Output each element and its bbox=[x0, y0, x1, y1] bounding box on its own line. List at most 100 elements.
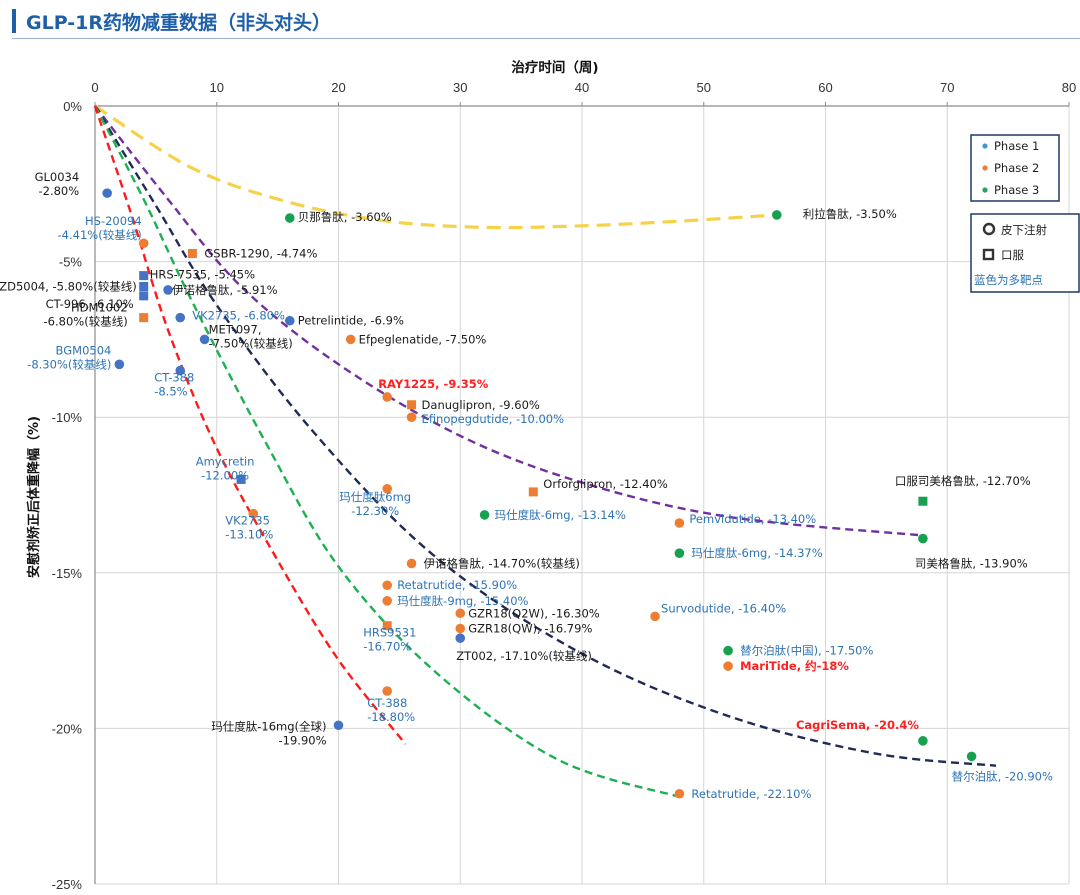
data-label: Efpeglenatide, -7.50% bbox=[359, 332, 487, 346]
x-tick-label: 60 bbox=[818, 80, 832, 95]
data-point-square bbox=[236, 474, 246, 484]
data-label: GSBR-1290, -4.74% bbox=[204, 247, 317, 261]
x-tick-label: 30 bbox=[453, 80, 467, 95]
data-point bbox=[114, 359, 125, 370]
data-point bbox=[285, 315, 295, 326]
data-label: -6.80%(较基线) bbox=[44, 315, 128, 329]
y-tick-label: -25% bbox=[52, 877, 83, 892]
shape-legend-box bbox=[970, 213, 1080, 293]
data-points bbox=[102, 188, 977, 799]
title-divider bbox=[12, 38, 1080, 39]
data-label: GZR18(Q2W), -16.30% bbox=[468, 606, 600, 620]
data-point bbox=[382, 596, 393, 606]
data-label: 利拉鲁肽, -3.50% bbox=[803, 207, 897, 221]
legend-label: Phase 2 bbox=[994, 161, 1039, 175]
data-point bbox=[723, 645, 733, 656]
legend-label: 口服 bbox=[1001, 248, 1024, 262]
data-label: 司美格鲁肽, -13.90% bbox=[915, 557, 1028, 571]
data-label: 贝那鲁肽, -3.60% bbox=[298, 210, 392, 224]
data-label: -4.41%(较基线) bbox=[58, 228, 142, 242]
data-point bbox=[285, 213, 295, 223]
phase-legend: Phase 1 Phase 2 Phase 3 bbox=[970, 134, 1060, 202]
legend-dot bbox=[982, 187, 988, 193]
x-tick-label: 50 bbox=[697, 80, 711, 95]
data-point bbox=[248, 508, 259, 519]
data-label: ZT002, -17.10%(较基线) bbox=[456, 649, 592, 663]
data-point bbox=[406, 558, 417, 569]
data-label: 伊诺格鲁肽, -5.91% bbox=[172, 283, 278, 297]
data-label: GL0034 bbox=[35, 170, 80, 184]
data-label: 玛仕度肽-9mg, -15.40% bbox=[397, 594, 528, 608]
data-label: Retatrutide, -15.90% bbox=[397, 578, 517, 592]
data-label: Danuglipron, -9.60% bbox=[422, 398, 540, 412]
data-point bbox=[382, 392, 393, 402]
data-label: MET-097, bbox=[209, 322, 262, 336]
x-tick-label: 20 bbox=[331, 80, 345, 95]
data-label: GZR18(QW), -16.79% bbox=[468, 622, 592, 636]
data-point-square bbox=[918, 496, 928, 506]
legend-dot bbox=[982, 143, 988, 149]
axes: 0 10 20 30 40 50 60 70 80 0% -5% -10% -15% -20% -25% bbox=[52, 80, 1077, 892]
square-icon bbox=[982, 248, 995, 261]
grid-lines bbox=[95, 106, 1070, 885]
data-label: Petrelintide, -6.9% bbox=[298, 314, 404, 328]
data-point bbox=[199, 334, 210, 345]
data-point-square bbox=[407, 400, 417, 410]
page-title: GLP-1R药物减重数据（非头对头） bbox=[26, 11, 332, 34]
data-label: CT-996, -6.10% bbox=[46, 297, 134, 311]
legend-note: 蓝色为多靶点 bbox=[974, 273, 1043, 287]
legend-label: 皮下注射 bbox=[1001, 223, 1047, 237]
y-tick-label: 0% bbox=[63, 99, 82, 114]
y-tick-label: -20% bbox=[52, 721, 83, 736]
data-point bbox=[175, 312, 186, 323]
trend-curves bbox=[93, 104, 997, 799]
data-point bbox=[333, 720, 344, 731]
data-point-square bbox=[187, 249, 197, 259]
y-tick-label: -15% bbox=[52, 566, 83, 581]
data-label: MariTide, 约-18% bbox=[740, 659, 849, 673]
data-label: 伊诺格鲁肽, -14.70%(较基线) bbox=[424, 556, 580, 570]
data-label: -2.80% bbox=[38, 184, 79, 198]
data-label: 口服司美格鲁肽, -12.70% bbox=[895, 474, 1031, 488]
data-point bbox=[966, 751, 977, 762]
data-point bbox=[723, 661, 733, 671]
data-label: HRS9531 bbox=[363, 626, 416, 640]
data-label: CT-388 bbox=[367, 696, 407, 710]
data-label: HS-20094 bbox=[85, 214, 142, 228]
data-label: CT-388 bbox=[154, 371, 194, 385]
data-label: RAY1225, -9.35% bbox=[378, 377, 489, 391]
trend-curve bbox=[93, 105, 680, 799]
data-point bbox=[406, 412, 417, 423]
data-label: -12.30% bbox=[351, 504, 399, 518]
data-label: HDM1002 bbox=[71, 301, 128, 315]
y-tick-label: -5% bbox=[59, 255, 83, 270]
data-point-square bbox=[139, 313, 149, 323]
data-label: 玛仕度肽6mg bbox=[339, 490, 411, 504]
data-label: VK2735 bbox=[225, 514, 270, 528]
data-point bbox=[650, 611, 660, 622]
data-label: 替尔泊肽(中国), -17.50% bbox=[740, 644, 873, 658]
data-point bbox=[674, 788, 685, 799]
data-label: CagriSema, -20.4% bbox=[796, 718, 919, 732]
trend-curve bbox=[94, 105, 924, 537]
data-point bbox=[163, 285, 173, 295]
data-label: -13.10% bbox=[225, 528, 273, 542]
data-label: -19.90% bbox=[279, 733, 327, 747]
data-label: -16.70% bbox=[363, 640, 411, 654]
data-label: 替尔泊肽, -20.90% bbox=[952, 769, 1053, 783]
data-point-square bbox=[139, 291, 149, 301]
data-point bbox=[918, 736, 928, 746]
title-accent bbox=[12, 9, 16, 33]
data-label: Retatrutide, -22.10% bbox=[691, 787, 811, 801]
data-label: Survodutide, -16.40% bbox=[661, 601, 786, 615]
trend-curve bbox=[94, 104, 777, 230]
data-label: 玛仕度肽-16mg(全球) bbox=[211, 719, 326, 733]
x-tick-label: 10 bbox=[210, 80, 224, 95]
data-point bbox=[345, 334, 356, 345]
data-point bbox=[918, 533, 928, 544]
trend-curve bbox=[93, 105, 997, 767]
data-label: 玛仕度肽-6mg, -14.37% bbox=[691, 546, 822, 560]
title-bar: GLP-1R药物减重数据（非头对头） bbox=[12, 6, 331, 36]
data-point bbox=[455, 633, 466, 643]
